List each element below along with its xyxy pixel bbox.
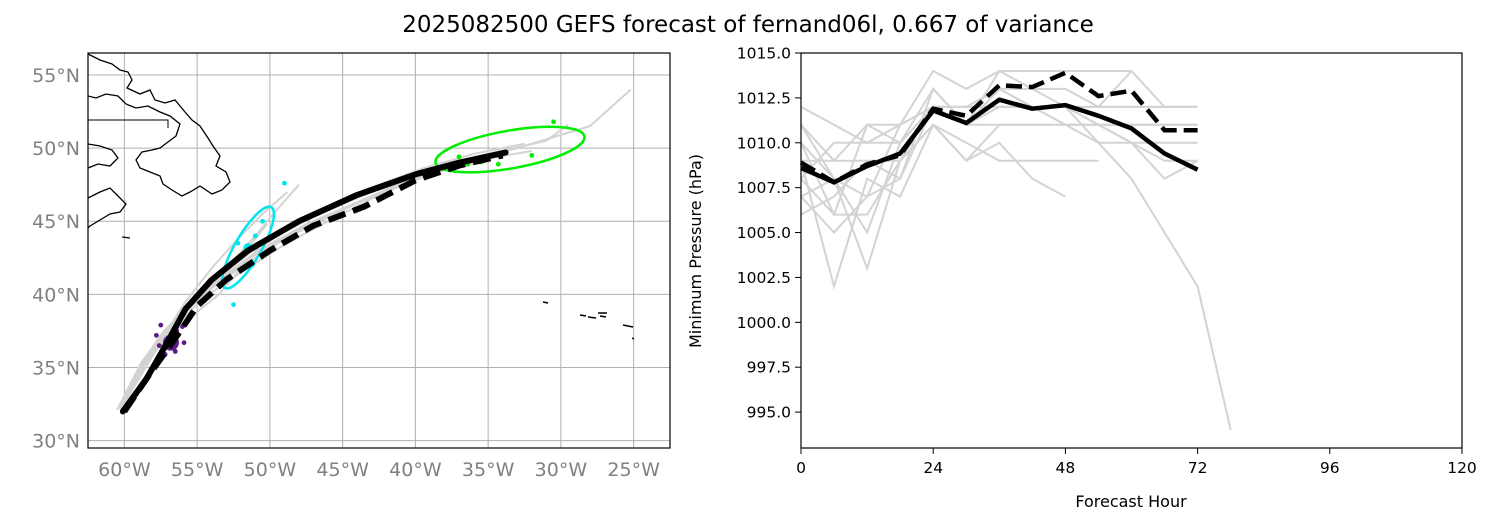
cluster-point xyxy=(260,218,265,224)
newfoundland-coast xyxy=(88,53,231,197)
pressure-ticks: 0 24 48 72 96 120 995.0 997.5 1000.0 1002.5 1005.0… xyxy=(737,45,1477,478)
lat-tick-label: 45°N xyxy=(32,211,80,233)
y-tick-label: 1000.0 xyxy=(737,314,791,332)
x-tick-label: 0 xyxy=(796,459,806,477)
map-coastlines xyxy=(88,53,635,340)
lon-tick-label: 40°W xyxy=(389,459,442,481)
y-tick-label: 1015.0 xyxy=(737,45,791,63)
member-track xyxy=(120,123,569,405)
deterministic-track xyxy=(121,152,504,414)
cluster-point xyxy=(231,302,236,308)
mean-pressure-line xyxy=(800,97,1199,185)
lon-tick-label: 35°W xyxy=(462,459,515,481)
y-axis-label: Minimum Pressure (hPa) xyxy=(686,154,705,348)
member-pressure-line xyxy=(800,87,1232,431)
cluster-point xyxy=(158,322,164,328)
y-tick-label: 1010.0 xyxy=(737,134,791,152)
y-tick-label: 997.5 xyxy=(747,359,791,377)
border-line xyxy=(88,119,169,128)
x-tick-label: 48 xyxy=(1056,459,1076,477)
pressure-chart: 0 24 48 72 96 120 995.0 997.5 1000.0 1002.5 1005.0… xyxy=(686,45,1477,512)
cluster-point xyxy=(495,161,501,167)
cluster-point xyxy=(551,119,556,125)
x-tick-label: 24 xyxy=(923,459,943,477)
y-tick-label: 1012.5 xyxy=(737,89,791,107)
lon-tick-label: 30°W xyxy=(535,459,588,481)
cluster-point xyxy=(456,154,462,160)
cluster-point xyxy=(156,343,162,348)
lat-tick-label: 40°N xyxy=(32,284,80,306)
member-track xyxy=(119,150,532,409)
cluster-point xyxy=(282,180,287,186)
labrador-coast xyxy=(88,143,119,169)
member-pressure-line xyxy=(800,105,1198,198)
mean-tracks xyxy=(119,149,509,415)
nova-scotia-coast xyxy=(88,187,127,229)
figure-title: 2025082500 GEFS forecast of fernand06l, … xyxy=(402,12,1094,38)
y-tick-label: 1007.5 xyxy=(737,179,791,197)
lat-tick-label: 55°N xyxy=(32,65,80,87)
y-tick-label: 1005.0 xyxy=(737,224,791,242)
member-pressure-line xyxy=(800,123,1099,216)
map-frame xyxy=(87,52,671,449)
y-tick-label: 1002.5 xyxy=(737,269,791,287)
x-axis-label: Forecast Hour xyxy=(1075,492,1187,511)
sable-island xyxy=(121,236,131,239)
member-track xyxy=(122,142,525,405)
member-track xyxy=(119,161,482,408)
pressure-axes-frame xyxy=(800,52,1463,449)
map-gridlines xyxy=(88,53,670,448)
lon-tick-label: 55°W xyxy=(171,459,224,481)
member-tracks xyxy=(116,88,632,411)
azores-islands xyxy=(542,301,635,340)
pressure-lines xyxy=(799,69,1232,431)
cluster-point xyxy=(252,233,258,239)
cluster-ellipse xyxy=(434,125,586,174)
track-map: 60°W 55°W 50°W 45°W 40°W 35°W 30°W 25°W 30°N 35°N… xyxy=(32,52,671,481)
cluster-point xyxy=(153,332,159,338)
lon-tick-label: 60°W xyxy=(98,459,151,481)
lon-tick-label: 50°W xyxy=(244,459,297,481)
lon-tick-label: 25°W xyxy=(607,459,660,481)
lat-tick-label: 50°N xyxy=(32,138,80,160)
lat-tick-label: 35°N xyxy=(32,358,80,380)
x-tick-label: 96 xyxy=(1320,459,1340,477)
lat-tick-label: 30°N xyxy=(32,431,80,453)
cluster-point xyxy=(529,153,535,158)
x-tick-label: 72 xyxy=(1188,459,1208,477)
cluster-point xyxy=(172,349,178,354)
member-track xyxy=(117,88,632,408)
cluster-point xyxy=(181,340,187,346)
mean-track xyxy=(119,149,509,415)
map-tick-labels: 60°W 55°W 50°W 45°W 40°W 35°W 30°W 25°W 30°N 35°N… xyxy=(32,65,660,481)
y-tick-label: 995.0 xyxy=(747,404,791,422)
lon-tick-label: 45°W xyxy=(316,459,369,481)
x-tick-label: 120 xyxy=(1447,459,1477,477)
member-pressure-line xyxy=(800,123,1066,216)
